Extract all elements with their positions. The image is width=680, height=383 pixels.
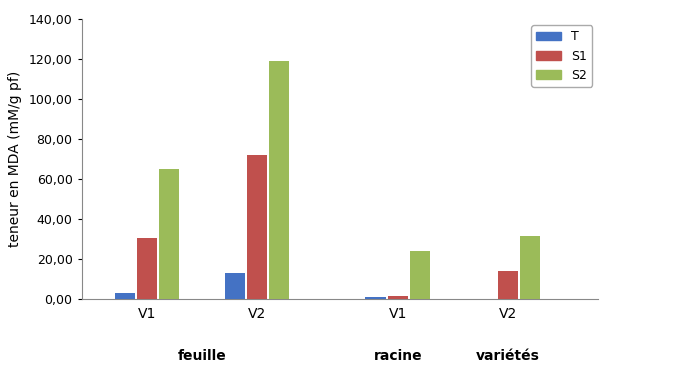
Bar	[137, 238, 157, 299]
Text: feuille: feuille	[177, 349, 226, 363]
Bar	[115, 293, 135, 299]
Bar	[158, 169, 179, 299]
Bar	[388, 296, 408, 299]
Text: racine: racine	[373, 349, 422, 363]
Bar	[498, 271, 518, 299]
Bar	[247, 155, 267, 299]
Bar	[225, 273, 245, 299]
Bar	[520, 236, 541, 299]
Bar	[365, 297, 386, 299]
Text: variétés: variétés	[476, 349, 540, 363]
Bar	[409, 251, 430, 299]
Bar	[269, 61, 290, 299]
Legend: T, S1, S2: T, S1, S2	[531, 25, 592, 87]
Y-axis label: teneur en MDA (mM/g pf): teneur en MDA (mM/g pf)	[7, 71, 22, 247]
